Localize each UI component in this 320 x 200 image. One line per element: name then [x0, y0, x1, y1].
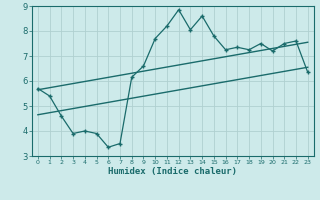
X-axis label: Humidex (Indice chaleur): Humidex (Indice chaleur) [108, 167, 237, 176]
